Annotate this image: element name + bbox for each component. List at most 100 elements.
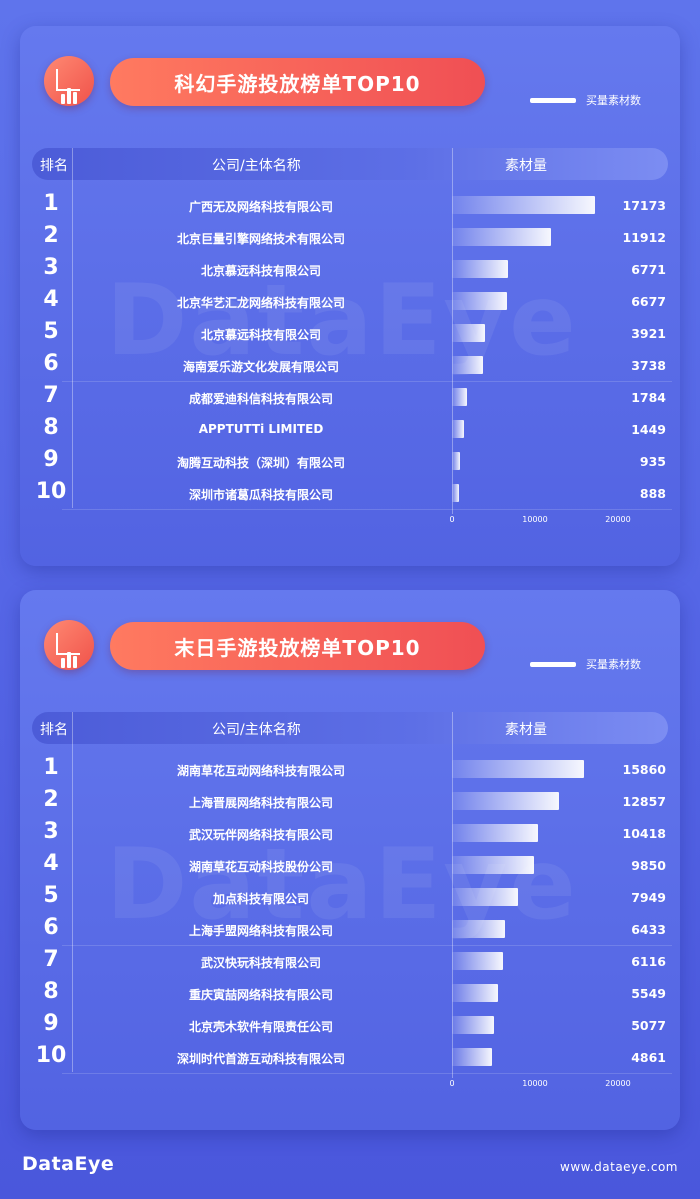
company-name: 海南爱乐游文化发展有限公司 xyxy=(182,360,339,374)
value-label: 6433 xyxy=(631,922,666,937)
company-name: 武汉玩伴网络科技有限公司 xyxy=(188,828,333,842)
rank-number: 2 xyxy=(43,223,59,248)
rank-number: 1 xyxy=(43,191,59,216)
bar xyxy=(452,292,508,310)
axis-tick-label: 20000 xyxy=(605,1079,631,1088)
legend-label: 买量素材数 xyxy=(586,658,641,671)
header-value: 素材量 xyxy=(505,158,547,174)
chart-title: 末日手游投放榜单TOP10 xyxy=(110,622,485,670)
rank-number: 4 xyxy=(43,287,59,312)
axis-tick-label: 0 xyxy=(449,515,455,524)
bar xyxy=(452,356,484,374)
rank-number: 7 xyxy=(43,383,59,408)
axis-tick-label: 10000 xyxy=(522,1079,548,1088)
bar xyxy=(452,388,467,406)
bar xyxy=(452,1016,495,1034)
column-divider xyxy=(72,712,73,1072)
bar xyxy=(452,324,485,342)
sci-fi-ranking-panel: DataEye 科幻手游投放榜单TOP10 买量素材数 排名 公司/主体名称 素… xyxy=(20,26,680,566)
company-name: 北京壳木软件有限责任公司 xyxy=(188,1020,333,1034)
rank-number: 8 xyxy=(43,415,59,440)
value-label: 888 xyxy=(639,486,666,501)
legend: 买量素材数 xyxy=(530,656,641,672)
value-label: 11912 xyxy=(622,230,667,245)
value-label: 6677 xyxy=(631,294,666,309)
value-label: 935 xyxy=(639,454,666,469)
rank-number: 9 xyxy=(43,447,59,472)
legend-label: 买量素材数 xyxy=(586,94,641,107)
doomsday-ranking-panel: DataEye 末日手游投放榜单TOP10 买量素材数 排名 公司/主体名称 素… xyxy=(20,590,680,1130)
header-rank: 排名 xyxy=(40,722,68,738)
footer-url[interactable]: www.dataeye.com xyxy=(560,1160,678,1174)
header-company: 公司/主体名称 xyxy=(212,158,301,174)
company-name: 上海手盟网络科技有限公司 xyxy=(188,924,333,938)
bar xyxy=(452,420,465,438)
company-name: 深圳时代首游互动科技有限公司 xyxy=(176,1052,345,1066)
company-name: 淘腾互动科技（深圳）有限公司 xyxy=(176,456,345,470)
rank-number: 5 xyxy=(43,319,59,344)
bar-chart-icon xyxy=(44,56,94,106)
bar xyxy=(452,196,595,214)
company-name: 湖南草花互动网络科技有限公司 xyxy=(176,764,345,778)
value-label: 4861 xyxy=(631,1050,666,1065)
bar xyxy=(452,984,499,1002)
bar xyxy=(452,792,559,810)
column-divider xyxy=(72,148,73,508)
rank-number: 9 xyxy=(43,1011,59,1036)
value-label: 9850 xyxy=(631,858,666,873)
chart-title: 科幻手游投放榜单TOP10 xyxy=(110,58,485,106)
bar xyxy=(452,824,539,842)
row-divider xyxy=(62,509,672,510)
table-header: 排名 公司/主体名称 素材量 xyxy=(32,712,668,744)
rank-number: 2 xyxy=(43,787,59,812)
company-name: 湖南草花互动科技股份公司 xyxy=(188,860,333,874)
value-label: 6116 xyxy=(631,954,666,969)
axis-tick-label: 20000 xyxy=(605,515,631,524)
bar-chart-icon xyxy=(44,620,94,670)
bar xyxy=(452,952,503,970)
table-header: 排名 公司/主体名称 素材量 xyxy=(32,148,668,180)
value-label: 15860 xyxy=(622,762,667,777)
header-value: 素材量 xyxy=(505,722,547,738)
company-name: 武汉快玩科技有限公司 xyxy=(200,956,321,970)
header-rank: 排名 xyxy=(40,158,68,174)
company-name: 北京慕远科技有限公司 xyxy=(200,264,321,278)
legend: 买量素材数 xyxy=(530,92,641,108)
company-name: 北京巨量引擎网络技术有限公司 xyxy=(176,232,345,246)
rank-number: 10 xyxy=(35,1043,67,1068)
row-divider xyxy=(62,1073,672,1074)
bar xyxy=(452,1048,493,1066)
value-label: 5549 xyxy=(631,986,666,1001)
rank-number: 8 xyxy=(43,979,59,1004)
company-name: 北京慕远科技有限公司 xyxy=(200,328,321,342)
bar xyxy=(452,228,551,246)
bar xyxy=(452,260,509,278)
legend-swatch xyxy=(530,97,576,103)
value-label: 10418 xyxy=(622,826,667,841)
rank-number: 4 xyxy=(43,851,59,876)
value-label: 5077 xyxy=(631,1018,666,1033)
bar xyxy=(452,920,506,938)
bar xyxy=(452,452,460,470)
rank-number: 1 xyxy=(43,755,59,780)
company-name: APPTUTTi LIMITED xyxy=(198,422,324,436)
row-divider xyxy=(62,945,672,946)
value-label: 6771 xyxy=(631,262,666,277)
rank-number: 10 xyxy=(35,479,67,504)
value-label: 17173 xyxy=(622,198,667,213)
value-label: 7949 xyxy=(631,890,666,905)
rank-number: 7 xyxy=(43,947,59,972)
bar xyxy=(452,888,518,906)
value-label: 3921 xyxy=(631,326,666,341)
company-name: 上海晋展网络科技有限公司 xyxy=(188,796,333,810)
axis-tick-label: 0 xyxy=(449,1079,455,1088)
company-name: 加点科技有限公司 xyxy=(212,892,309,906)
company-name: 广西无及网络科技有限公司 xyxy=(188,200,333,214)
axis-tick-label: 10000 xyxy=(522,515,548,524)
legend-swatch xyxy=(530,661,576,667)
rank-number: 3 xyxy=(43,819,59,844)
header-company: 公司/主体名称 xyxy=(212,722,301,738)
rank-number: 3 xyxy=(43,255,59,280)
value-label: 1784 xyxy=(631,390,666,405)
rank-number: 6 xyxy=(43,351,59,376)
